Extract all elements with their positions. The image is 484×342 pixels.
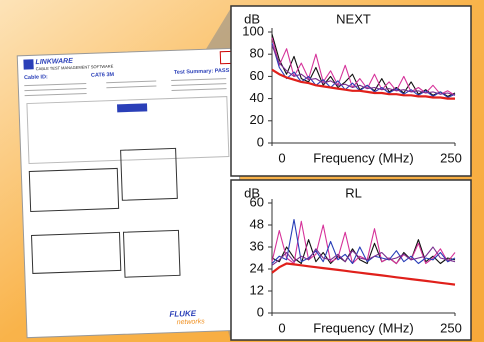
brand: LINKWARE: [35, 58, 73, 66]
tagline: CABLE TEST MANAGEMENT SOFTWARE: [36, 64, 114, 72]
cable-type: CAT6 3M: [91, 72, 115, 79]
table-box: [31, 231, 122, 274]
x-tick-label: 0: [278, 150, 285, 165]
x-tick-label: 0: [278, 320, 285, 335]
y-axis-label: dB: [244, 185, 260, 200]
y-tick-label: 12: [250, 282, 264, 297]
y-tick-label: 60: [250, 194, 264, 209]
x-tick-label: 250: [440, 320, 462, 335]
chart-title: NEXT: [336, 11, 371, 26]
y-tick-label: 100: [242, 23, 264, 38]
series-line: [271, 45, 456, 96]
series-line: [271, 220, 456, 265]
series-line: [271, 246, 456, 266]
series-line: [271, 239, 456, 265]
x-axis-label: Frequency (MHz): [313, 150, 413, 165]
y-tick-label: 0: [257, 134, 264, 149]
mini-chart: [120, 147, 178, 201]
y-tick-label: 48: [250, 216, 264, 231]
y-tick-label: 36: [250, 238, 264, 253]
chart-panel: [230, 179, 472, 341]
mini-chart: [122, 229, 181, 278]
table-box: [28, 167, 120, 212]
summary: Test Summary: PASS: [174, 68, 230, 76]
vendor: FLUKE: [169, 309, 197, 319]
y-tick-label: 0: [257, 304, 264, 319]
y-tick-label: 20: [250, 112, 264, 127]
vendor-sub: networks: [177, 318, 206, 326]
cable-id: Cable ID:: [24, 74, 48, 81]
report-sheet: [16, 47, 246, 339]
y-tick-label: 60: [250, 68, 264, 83]
y-axis-label: dB: [244, 11, 260, 26]
report-lines: [24, 78, 227, 97]
y-tick-label: 80: [250, 46, 264, 61]
y-tick-label: 24: [250, 260, 264, 275]
chart-title: RL: [345, 185, 362, 200]
x-axis-label: Frequency (MHz): [313, 320, 413, 335]
report-page: LINKWARE CABLE TEST MANAGEMENT SOFTWARE …: [16, 47, 246, 339]
charts: NEXT dB Frequency (MHz) 0 20 40 60 80 100 0 250 RL d…: [230, 5, 472, 341]
y-tick-label: 40: [250, 90, 264, 105]
wiremap-box: [26, 96, 230, 165]
series-line: [271, 42, 456, 99]
x-tick-label: 250: [440, 150, 462, 165]
highlight: [117, 103, 148, 113]
logo: [23, 59, 34, 70]
series-line: [271, 218, 456, 265]
series-line: [271, 68, 455, 100]
series-line: [271, 262, 456, 286]
